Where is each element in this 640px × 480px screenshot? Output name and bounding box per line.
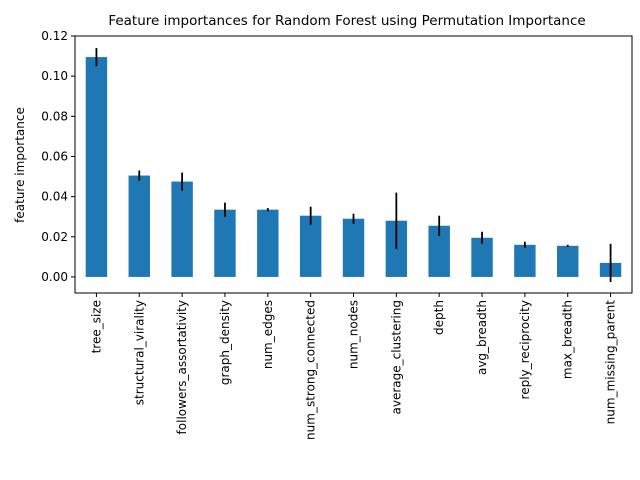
x-tick-label-max_breadth: max_breadth [561, 300, 575, 379]
x-tick-label-num_strong_connected: num_strong_connected [304, 300, 318, 440]
bar-reply_reciprocity [514, 244, 536, 277]
plot-area [85, 48, 622, 282]
bar-num_edges [257, 209, 279, 277]
bar-avg_breadth [471, 237, 493, 277]
x-tick-label-depth: depth [432, 300, 446, 335]
chart-title: Feature importances for Random Forest us… [108, 13, 585, 29]
y-tick-label: 0.08 [41, 109, 68, 123]
bar-num_nodes [342, 218, 365, 277]
x-tick-label-tree_size: tree_size [89, 300, 103, 353]
x-tick-label-graph_density: graph_density [218, 300, 232, 385]
bar-tree_size [85, 57, 108, 277]
x-tick-label-average_clustering: average_clustering [389, 300, 403, 415]
x-tick-label-num_missing_parent: num_missing_parent [604, 300, 618, 425]
y-axis: 0.00 0.02 0.04 0.06 0.08 0.10 0.12 [41, 29, 75, 284]
bar-structural_virality [128, 175, 150, 277]
y-tick-label: 0.10 [41, 69, 68, 83]
y-axis-label: feature importance [13, 107, 27, 223]
bar-max_breadth [557, 245, 579, 277]
x-tick-label-num_edges: num_edges [261, 300, 275, 369]
x-tick-label-reply_reciprocity: reply_reciprocity [518, 300, 532, 399]
axes-frame [74, 35, 633, 294]
bar-num_strong_connected [299, 215, 322, 277]
y-tick-label: 0.06 [41, 149, 68, 163]
y-tick-label: 0.00 [41, 270, 68, 284]
y-tick-label: 0.12 [41, 29, 68, 43]
y-tick-label: 0.04 [41, 190, 68, 204]
x-tick-label-num_nodes: num_nodes [347, 300, 361, 369]
x-tick-label-structural_virality: structural_virality [132, 300, 146, 405]
bar-followers_assortativity [171, 181, 193, 277]
y-tick-label: 0.02 [41, 230, 68, 244]
bar-graph_density [214, 209, 236, 277]
x-axis: tree_size structural_virality followers_as… [89, 293, 618, 440]
x-tick-label-avg_breadth: avg_breadth [475, 300, 489, 375]
bar-depth [428, 225, 450, 277]
x-tick-label-followers_assortativity: followers_assortativity [175, 300, 189, 434]
